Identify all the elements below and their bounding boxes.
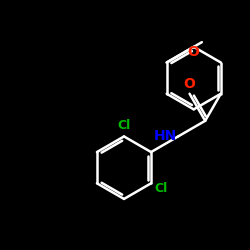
Text: Cl: Cl xyxy=(154,182,167,195)
Text: O: O xyxy=(187,44,199,59)
Text: HN: HN xyxy=(153,130,176,143)
Text: O: O xyxy=(184,76,196,90)
Text: Cl: Cl xyxy=(117,119,130,132)
